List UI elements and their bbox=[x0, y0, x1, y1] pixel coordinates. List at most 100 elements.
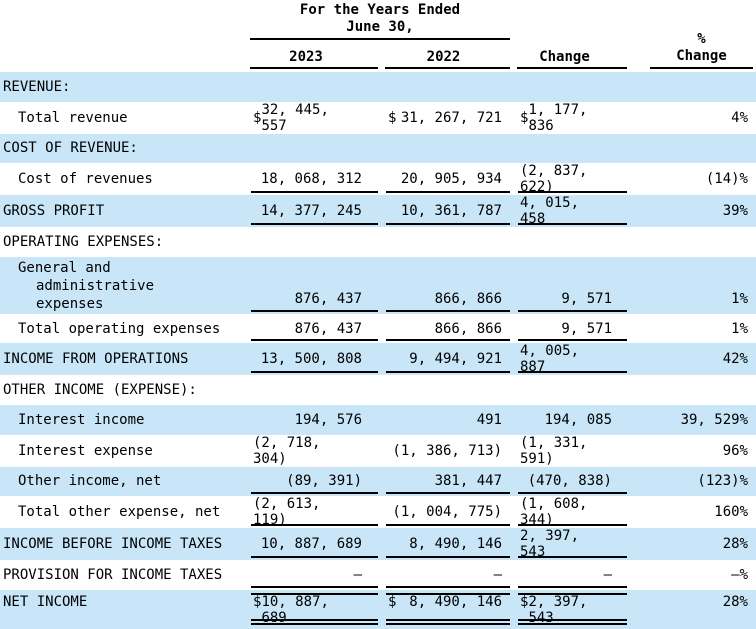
value-change-text: 9, 571 bbox=[561, 290, 612, 307]
value-change-text: 4, 015, 458 bbox=[520, 195, 580, 228]
row-label: Other income, net bbox=[0, 467, 250, 497]
row-label: NET INCOME bbox=[0, 590, 250, 629]
column-gap bbox=[378, 195, 385, 227]
table-row-total-revenue: Total revenue $32, 445, 557 $31, 267, 721 $… bbox=[0, 102, 756, 134]
column-gap bbox=[510, 134, 517, 164]
row-label-line: expenses bbox=[36, 296, 104, 313]
row-label: Interest expense bbox=[0, 435, 250, 467]
table-row-provision-for-income-taxes: PROVISION FOR INCOME TAXES — — — —% bbox=[0, 560, 756, 590]
table-row-interest-income: Interest income 194, 576 491 194, 085 39, 52… bbox=[0, 404, 756, 435]
value-pct-change-text: (123)% bbox=[697, 473, 748, 490]
column-gap bbox=[510, 195, 517, 227]
currency-symbol: $ bbox=[388, 593, 397, 610]
value-2023: $32, 445, 557 bbox=[250, 102, 378, 134]
value-change: $1, 177, 836 bbox=[517, 102, 627, 134]
table-row-total-operating-expenses: Total operating expenses 876, 437 866, 866… bbox=[0, 314, 756, 344]
value-pct-change: 42% bbox=[627, 343, 756, 375]
value-change-text: (2, 837, 622) bbox=[520, 163, 588, 196]
value-2022: 381, 447 bbox=[385, 467, 510, 497]
row-label-line: REVENUE: bbox=[3, 78, 71, 95]
row-label-line: Other income, net bbox=[18, 473, 162, 490]
value-pct-change bbox=[627, 227, 756, 257]
column-gap bbox=[510, 163, 517, 195]
column-gap bbox=[378, 343, 385, 375]
income-table-rows: REVENUE: Total revenue $32, 445, 557 $31, 2… bbox=[0, 72, 756, 629]
value-2023: 13, 500, 808 bbox=[250, 343, 378, 375]
row-label: Cost of revenues bbox=[0, 163, 250, 195]
row-label-line: NET INCOME bbox=[3, 593, 88, 610]
value-pct-change: 160% bbox=[627, 496, 756, 528]
row-label: OPERATING EXPENSES: bbox=[0, 227, 250, 257]
value-change: 194, 085 bbox=[517, 405, 627, 435]
value-2022 bbox=[385, 72, 510, 102]
value-pct-change-text: 39, 529% bbox=[680, 411, 748, 428]
column-gap bbox=[378, 560, 385, 590]
value-2022: (1, 004, 775) bbox=[385, 496, 510, 528]
period-header: For the Years Ended June 30, bbox=[250, 2, 510, 40]
row-label-line: OPERATING EXPENSES: bbox=[3, 233, 164, 250]
value-2023: $10, 887, 689 bbox=[250, 590, 378, 629]
row-label: INCOME FROM OPERATIONS bbox=[0, 343, 250, 375]
value-2022: 20, 905, 934 bbox=[385, 163, 510, 195]
value-2023-text: 876, 437 bbox=[294, 320, 362, 337]
column-gap bbox=[378, 102, 385, 134]
value-pct-change: 39% bbox=[627, 195, 756, 227]
value-2023 bbox=[250, 375, 378, 405]
value-2023-text: 10, 887, 689 bbox=[261, 593, 329, 626]
value-2022-text: 866, 866 bbox=[434, 320, 502, 337]
col-header-change-label: Change bbox=[539, 49, 590, 65]
row-label-line: Total other expense, net bbox=[18, 504, 221, 521]
column-gap bbox=[378, 314, 385, 344]
value-change-text: (470, 838) bbox=[527, 473, 612, 490]
value-2022: 491 bbox=[385, 405, 510, 435]
table-row-total-other-expense-net: Total other expense, net (2, 613, 119) (1,… bbox=[0, 496, 756, 528]
value-pct-change: (14)% bbox=[627, 163, 756, 195]
currency-symbol: $ bbox=[253, 593, 262, 610]
column-gap bbox=[510, 257, 517, 314]
value-pct-change-text: 1% bbox=[731, 290, 748, 307]
value-2022: 866, 866 bbox=[385, 257, 510, 314]
value-pct-change-text: (14)% bbox=[705, 171, 748, 188]
column-gap bbox=[378, 528, 385, 560]
value-change: (1, 331, 591) bbox=[517, 435, 627, 467]
table-row-revenue-section: REVENUE: bbox=[0, 72, 756, 102]
table-row-operating-expenses-section: OPERATING EXPENSES: bbox=[0, 227, 756, 257]
value-2022-text: — bbox=[493, 566, 502, 583]
value-change: 2, 397, 543 bbox=[517, 528, 627, 560]
value-2023: 18, 068, 312 bbox=[250, 163, 378, 195]
value-2022-text: 8, 490, 146 bbox=[409, 593, 502, 610]
table-header: For the Years Ended June 30, 2023 2022 C… bbox=[0, 0, 756, 72]
row-label: General and administrative expenses bbox=[0, 257, 250, 314]
column-gap bbox=[378, 590, 385, 629]
value-2023: (2, 718, 304) bbox=[250, 435, 378, 467]
value-2022 bbox=[385, 375, 510, 405]
value-change bbox=[517, 227, 627, 257]
value-2023: 14, 377, 245 bbox=[250, 195, 378, 227]
value-change-text: 1, 177, 836 bbox=[528, 101, 588, 134]
value-pct-change-text: 42% bbox=[722, 351, 748, 368]
currency-symbol: $ bbox=[520, 593, 529, 610]
column-gap bbox=[378, 496, 385, 528]
column-gap bbox=[510, 528, 517, 560]
table-row-gross-profit: GROSS PROFIT 14, 377, 245 10, 361, 787 4, 0… bbox=[0, 195, 756, 228]
value-change: (1, 608, 344) bbox=[517, 496, 627, 528]
value-change: (470, 838) bbox=[517, 467, 627, 497]
value-2023-text: — bbox=[353, 566, 362, 583]
row-label-line: Total revenue bbox=[18, 109, 128, 126]
currency-symbol: $ bbox=[253, 109, 262, 126]
value-2023-text: (89, 391) bbox=[286, 473, 362, 490]
value-2023-text: (2, 613, 119) bbox=[253, 496, 321, 529]
column-gap bbox=[510, 435, 517, 467]
value-change bbox=[517, 72, 627, 102]
value-change: 9, 571 bbox=[517, 257, 627, 314]
value-2023: 194, 576 bbox=[250, 405, 378, 435]
column-gap bbox=[510, 72, 517, 102]
value-2022: $8, 490, 146 bbox=[385, 590, 510, 629]
col-header-2023: 2023 bbox=[250, 49, 378, 69]
row-label-line: General and bbox=[18, 259, 111, 276]
value-pct-change-text: 4% bbox=[731, 109, 748, 126]
value-change-text: 2, 397, 543 bbox=[528, 593, 588, 626]
column-gap bbox=[510, 560, 517, 590]
table-row-other-income-expense-section: OTHER INCOME (EXPENSE): bbox=[0, 375, 756, 405]
